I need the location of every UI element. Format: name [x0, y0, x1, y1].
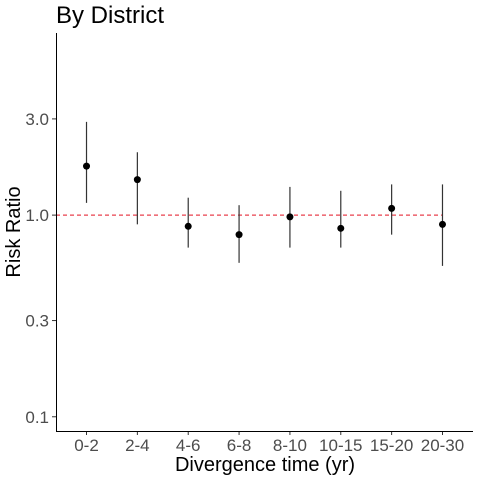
y-tick-label: 3.0: [25, 110, 49, 129]
x-tick-label: 2-4: [125, 436, 150, 455]
data-point: [235, 231, 243, 239]
x-tick-label: 20-30: [421, 436, 464, 455]
x-tick-label: 8-10: [273, 436, 307, 455]
x-tick-label: 10-15: [319, 436, 362, 455]
data-point: [438, 220, 446, 228]
x-axis-ticks: 0-2 2-4 4-6 6-8 8-10 10-15 15-20 20-30: [74, 431, 464, 455]
data-point: [133, 176, 141, 184]
data-point: [83, 162, 91, 170]
data-point: [286, 213, 294, 221]
x-tick-label: 0-2: [74, 436, 99, 455]
y-axis-ticks: 0.1 0.3 1.0 3.0: [25, 110, 56, 427]
x-tick-label: 15-20: [370, 436, 413, 455]
x-axis-title: Divergence time (yr): [175, 454, 355, 476]
data-point: [337, 224, 345, 232]
y-tick-label: 1.0: [25, 206, 49, 225]
data-points: [83, 162, 446, 239]
y-axis-title: Risk Ratio: [3, 186, 25, 277]
chart-title: By District: [56, 2, 164, 29]
error-bars: [85, 121, 444, 266]
y-tick-label: 0.3: [25, 312, 49, 331]
x-tick-label: 4-6: [176, 436, 201, 455]
data-point: [388, 204, 396, 212]
data-point: [184, 222, 192, 230]
y-tick-label: 0.1: [25, 408, 49, 427]
x-tick-label: 6-8: [227, 436, 252, 455]
